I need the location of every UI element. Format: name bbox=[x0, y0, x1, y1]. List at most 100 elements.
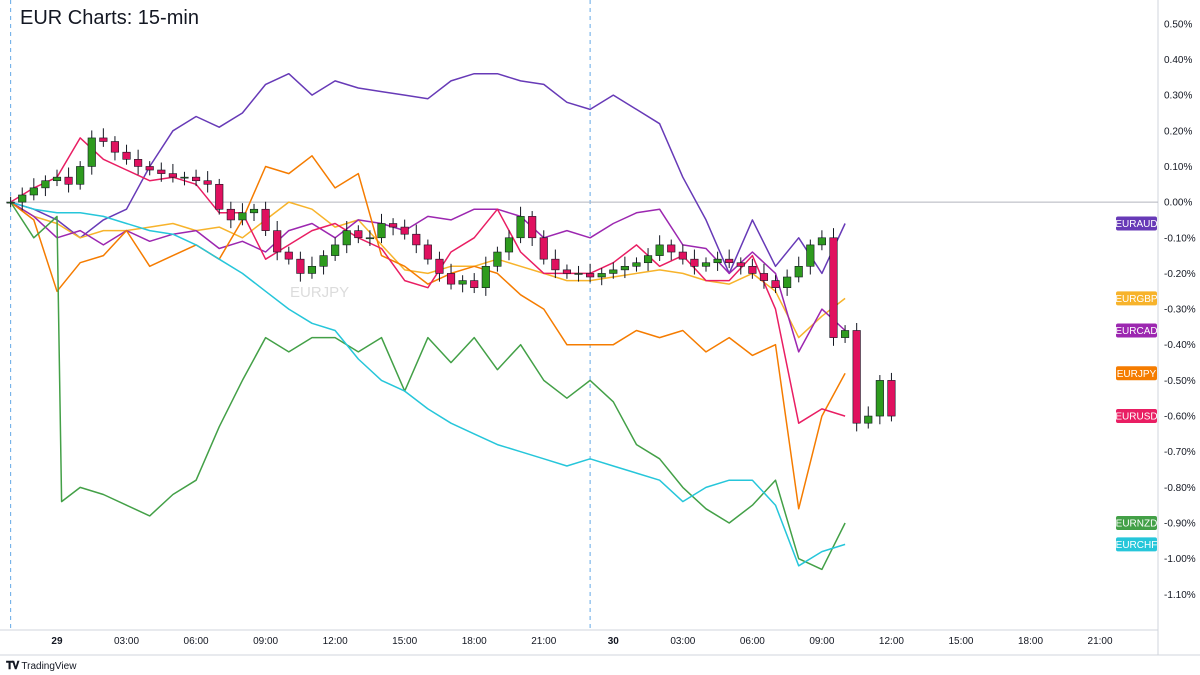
candle-body[interactable] bbox=[551, 258, 560, 271]
brand-name: TradingView bbox=[21, 661, 77, 672]
candle-body[interactable] bbox=[539, 237, 548, 260]
candle-body[interactable] bbox=[458, 280, 467, 285]
y-tick-label: -0.30% bbox=[1164, 305, 1196, 316]
legend-tag-label: EURNZD bbox=[1116, 519, 1158, 530]
candle-body[interactable] bbox=[284, 251, 293, 260]
x-tick-label: 18:00 bbox=[1018, 636, 1043, 647]
candle-body[interactable] bbox=[864, 415, 873, 424]
candle-body[interactable] bbox=[493, 251, 502, 267]
candle-body[interactable] bbox=[794, 265, 803, 278]
legend-tag-eurcad[interactable] bbox=[1116, 323, 1157, 338]
candle-body[interactable] bbox=[667, 244, 676, 253]
candle-body[interactable] bbox=[678, 251, 687, 260]
candle-body[interactable] bbox=[771, 280, 780, 288]
x-tick-label: 30 bbox=[608, 636, 620, 647]
candle-body[interactable] bbox=[632, 262, 641, 267]
candle-body[interactable] bbox=[690, 258, 699, 267]
candle-body[interactable] bbox=[574, 273, 583, 275]
legend-tag-eurchf[interactable] bbox=[1116, 537, 1157, 552]
candle-body[interactable] bbox=[528, 216, 537, 239]
candle-body[interactable] bbox=[6, 201, 15, 204]
candle-body[interactable] bbox=[238, 212, 247, 221]
candle-body[interactable] bbox=[481, 265, 490, 288]
candle-body[interactable] bbox=[273, 230, 282, 253]
candle-body[interactable] bbox=[87, 137, 96, 167]
candle-body[interactable] bbox=[261, 208, 270, 231]
candle-body[interactable] bbox=[713, 258, 722, 264]
candle-body[interactable] bbox=[655, 244, 664, 256]
candle-body[interactable] bbox=[319, 255, 328, 267]
candle-body[interactable] bbox=[122, 151, 131, 160]
candle-body[interactable] bbox=[887, 380, 896, 417]
candle-body[interactable] bbox=[134, 159, 143, 167]
candle-body[interactable] bbox=[701, 262, 711, 267]
candle-body[interactable] bbox=[157, 169, 166, 174]
candle-body[interactable] bbox=[331, 244, 340, 256]
candle-body[interactable] bbox=[748, 265, 757, 274]
candle-body[interactable] bbox=[307, 265, 317, 274]
candle-body[interactable] bbox=[192, 176, 201, 182]
series-line-eurgbp[interactable] bbox=[10, 201, 846, 339]
legend-tag-eurusd[interactable] bbox=[1116, 409, 1157, 424]
candle-body[interactable] bbox=[110, 141, 120, 153]
candle-body[interactable] bbox=[562, 269, 572, 274]
candle-body[interactable] bbox=[423, 244, 432, 260]
candle-body[interactable] bbox=[249, 208, 259, 214]
candle-body[interactable] bbox=[841, 330, 850, 338]
candle-body[interactable] bbox=[41, 180, 50, 189]
candle-body[interactable] bbox=[168, 173, 177, 178]
candle-body[interactable] bbox=[389, 223, 398, 228]
candle-body[interactable] bbox=[180, 176, 189, 179]
candle-body[interactable] bbox=[643, 255, 653, 264]
candle-body[interactable] bbox=[516, 216, 525, 239]
candle-body[interactable] bbox=[504, 237, 514, 253]
candle-body[interactable] bbox=[759, 273, 769, 281]
candle-body[interactable] bbox=[783, 276, 792, 288]
candle-body[interactable] bbox=[365, 237, 374, 240]
series-line-eurchf[interactable] bbox=[10, 201, 846, 567]
candle-body[interactable] bbox=[806, 244, 815, 267]
candle-body[interactable] bbox=[412, 233, 421, 246]
candle-body[interactable] bbox=[226, 208, 235, 221]
series-line-eurcad[interactable] bbox=[10, 201, 846, 353]
x-tick-label: 21:00 bbox=[531, 636, 556, 647]
series-line-eurjpy[interactable] bbox=[10, 155, 846, 510]
legend-tag-eurnzd[interactable] bbox=[1116, 516, 1157, 531]
candle-body[interactable] bbox=[215, 183, 224, 210]
candle-body[interactable] bbox=[377, 223, 386, 239]
legend-tag-eurgbp[interactable] bbox=[1116, 291, 1157, 306]
x-tick-label: 29 bbox=[51, 636, 63, 647]
candle-body[interactable] bbox=[435, 258, 444, 274]
legend-tag-euraud[interactable] bbox=[1116, 216, 1157, 231]
candle-body[interactable] bbox=[400, 226, 409, 235]
candle-body[interactable] bbox=[736, 262, 745, 267]
candle-body[interactable] bbox=[76, 166, 85, 185]
candle-body[interactable] bbox=[64, 176, 73, 185]
candle-body[interactable] bbox=[597, 273, 606, 278]
candle-body[interactable] bbox=[829, 237, 838, 338]
candle-body[interactable] bbox=[620, 265, 629, 271]
candle-body[interactable] bbox=[817, 237, 826, 246]
candle-body[interactable] bbox=[725, 258, 734, 264]
candle-body[interactable] bbox=[18, 194, 27, 203]
candle-body[interactable] bbox=[29, 187, 38, 196]
candle-body[interactable] bbox=[852, 330, 861, 424]
legend-tag-eurjpy[interactable] bbox=[1116, 366, 1157, 381]
candle-body[interactable] bbox=[203, 180, 212, 185]
y-tick-label: 0.40% bbox=[1164, 55, 1192, 66]
candle-body[interactable] bbox=[342, 230, 351, 246]
tradingview-brand[interactable]: 𝐓𝐕 TradingView bbox=[6, 660, 76, 673]
candle-body[interactable] bbox=[609, 269, 618, 274]
series-line-eurusd[interactable] bbox=[10, 137, 846, 424]
candle-body[interactable] bbox=[52, 176, 62, 182]
candle-body[interactable] bbox=[470, 280, 479, 288]
candle-body[interactable] bbox=[296, 258, 305, 274]
series-line-eurnzd[interactable] bbox=[9, 201, 846, 571]
candle-body[interactable] bbox=[875, 380, 884, 417]
candle-body[interactable] bbox=[586, 273, 595, 278]
candle-body[interactable] bbox=[446, 273, 456, 285]
candle-body[interactable] bbox=[145, 166, 154, 171]
candle-body[interactable] bbox=[354, 230, 363, 239]
candle-body[interactable] bbox=[99, 137, 108, 142]
